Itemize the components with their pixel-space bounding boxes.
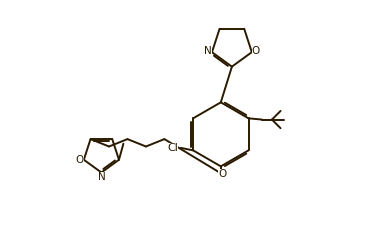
Text: Cl: Cl [167, 143, 178, 153]
Text: N: N [97, 172, 105, 182]
Text: O: O [218, 169, 226, 179]
Text: O: O [252, 46, 260, 56]
Text: O: O [75, 155, 84, 165]
Text: N: N [204, 46, 212, 56]
